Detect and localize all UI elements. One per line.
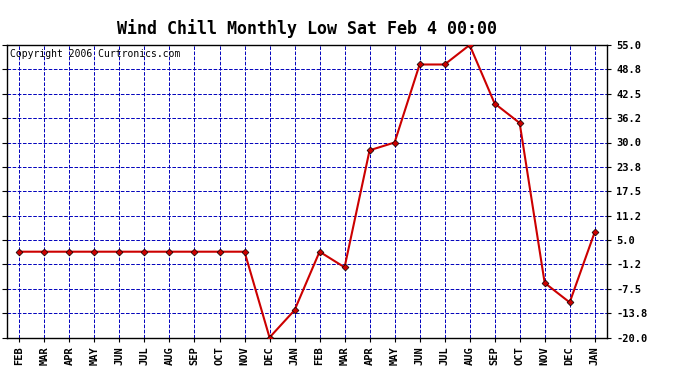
Text: Wind Chill Monthly Low Sat Feb 4 00:00: Wind Chill Monthly Low Sat Feb 4 00:00 bbox=[117, 19, 497, 38]
Text: Copyright 2006 Curtronics.com: Copyright 2006 Curtronics.com bbox=[10, 50, 180, 59]
